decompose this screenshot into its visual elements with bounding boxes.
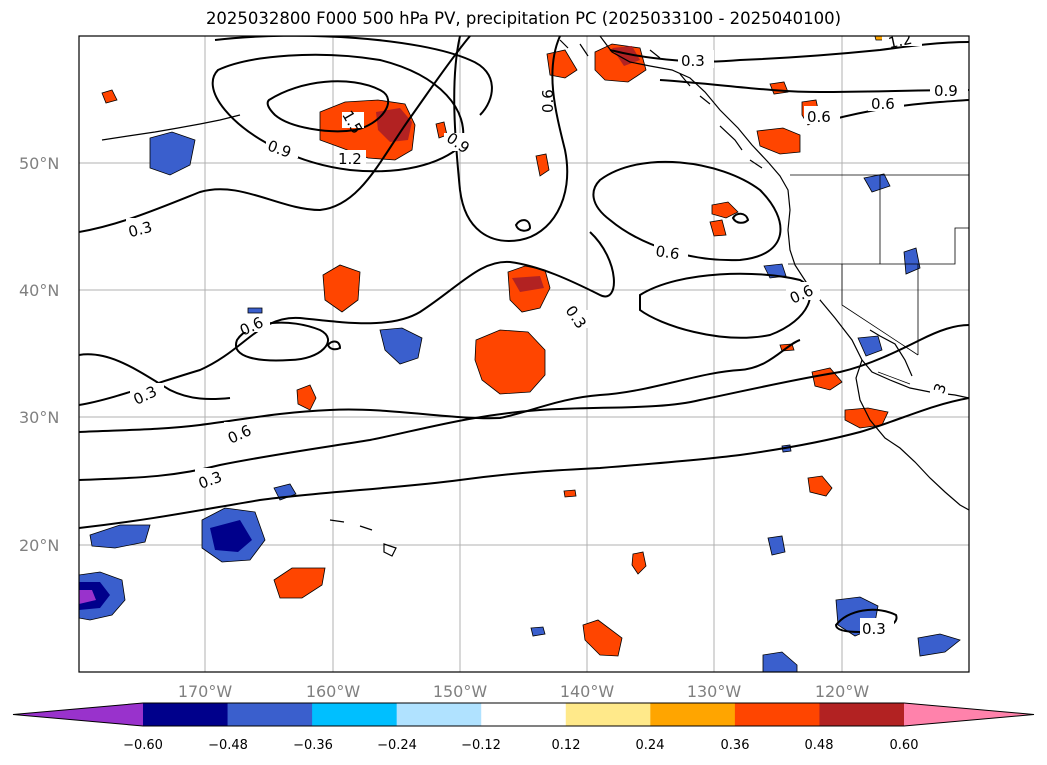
contour-label: 0.3 <box>126 218 154 242</box>
precip-blob <box>512 276 544 292</box>
precip-blob <box>535 153 550 177</box>
colorbar-tick-label: 0.24 <box>636 738 665 753</box>
precip-blob <box>474 329 546 395</box>
precip-blob <box>79 582 110 610</box>
lat-label: 20°N <box>19 536 59 555</box>
colorbar-segment <box>650 703 736 726</box>
colorbar-segment <box>481 703 567 726</box>
contour-label: 0.6 <box>654 242 680 263</box>
precip-blob <box>563 489 577 498</box>
precip-blob <box>322 264 361 313</box>
colorbar-tick-label: −0.12 <box>461 738 501 753</box>
state-borders <box>788 174 969 385</box>
precip-blob <box>857 335 883 357</box>
colorbar <box>12 702 1035 727</box>
contour-label: 0.9 <box>934 82 958 100</box>
precip-negative-areas <box>79 131 961 672</box>
precip-blob <box>376 108 412 142</box>
precip-blob <box>767 535 786 556</box>
colorbar-segment <box>819 703 905 726</box>
colorbar-segment <box>396 703 482 726</box>
colorbar-tick-label: −0.60 <box>123 738 163 753</box>
lon-label: 170°W <box>178 682 233 701</box>
lat-label: 50°N <box>19 154 59 173</box>
precip-blob <box>149 131 196 176</box>
colorbar-segment <box>143 703 229 726</box>
lat-label: 40°N <box>19 281 59 300</box>
precip-blob <box>379 327 423 365</box>
precip-blob <box>89 524 151 549</box>
precip-blob <box>582 619 623 657</box>
precip-blob <box>210 520 252 552</box>
precip-blob <box>917 633 961 657</box>
colorbar-ticks: −0.60 −0.48 −0.36 −0.24 −0.12 0.12 0.24 … <box>123 738 918 753</box>
precip-blob <box>612 46 640 66</box>
precip-blob <box>631 551 647 575</box>
precip-blob <box>756 127 801 155</box>
lon-label: 160°W <box>306 682 361 701</box>
precip-positive-areas <box>101 36 894 657</box>
colorbar-segment <box>227 703 313 726</box>
contour-label: 0.3 <box>681 52 705 70</box>
colorbar-tick-label: 0.60 <box>890 738 919 753</box>
precip-blob <box>296 384 317 411</box>
coastlines <box>101 36 969 557</box>
contour-label: 0.6 <box>807 108 831 126</box>
lon-label: 120°W <box>815 682 870 701</box>
contour-label: 1.2 <box>887 30 914 53</box>
colorbar-tick-label: −0.48 <box>208 738 248 753</box>
lon-label: 150°W <box>433 682 488 701</box>
precip-blob <box>903 247 921 275</box>
pv-contours <box>79 36 969 634</box>
colorbar-segment <box>565 703 651 726</box>
precip-blob <box>79 590 96 604</box>
contour-label: 0.6 <box>539 89 557 113</box>
precip-blob <box>762 651 798 672</box>
precip-blob <box>709 219 727 237</box>
lon-label: 130°W <box>687 682 742 701</box>
colorbar-segment <box>734 703 820 726</box>
precip-blob <box>247 307 263 314</box>
map-border <box>78 35 970 673</box>
contour-label: 0.6 <box>871 95 895 113</box>
lat-axis: 20°N 30°N 40°N 50°N <box>19 154 59 555</box>
colorbar-segment <box>312 703 398 726</box>
colorbar-extend-low <box>13 703 143 726</box>
lon-axis: 170°W 160°W 150°W 140°W 130°W 120°W <box>178 682 870 701</box>
precip-blob <box>530 626 546 637</box>
colorbar-tick-label: −0.36 <box>293 738 333 753</box>
colorbar-tick-label: 0.12 <box>552 738 581 753</box>
lat-label: 30°N <box>19 408 59 427</box>
precip-blob <box>711 201 739 219</box>
contour-label: 0.3 <box>862 620 886 638</box>
colorbar-tick-label: 0.36 <box>721 738 750 753</box>
precip-blob <box>273 567 326 599</box>
colorbar-extend-high <box>904 703 1034 726</box>
colorbar-outline <box>12 702 1035 727</box>
colorbar-tick-label: 0.48 <box>805 738 834 753</box>
contour-label: 1.2 <box>338 150 362 168</box>
colorbar-tick-label: −0.24 <box>377 738 417 753</box>
map-title: 2025032800 F000 500 hPa PV, precipitatio… <box>205 9 842 28</box>
precip-blob <box>807 475 833 497</box>
lon-label: 140°W <box>560 682 615 701</box>
precip-blob <box>101 89 118 104</box>
